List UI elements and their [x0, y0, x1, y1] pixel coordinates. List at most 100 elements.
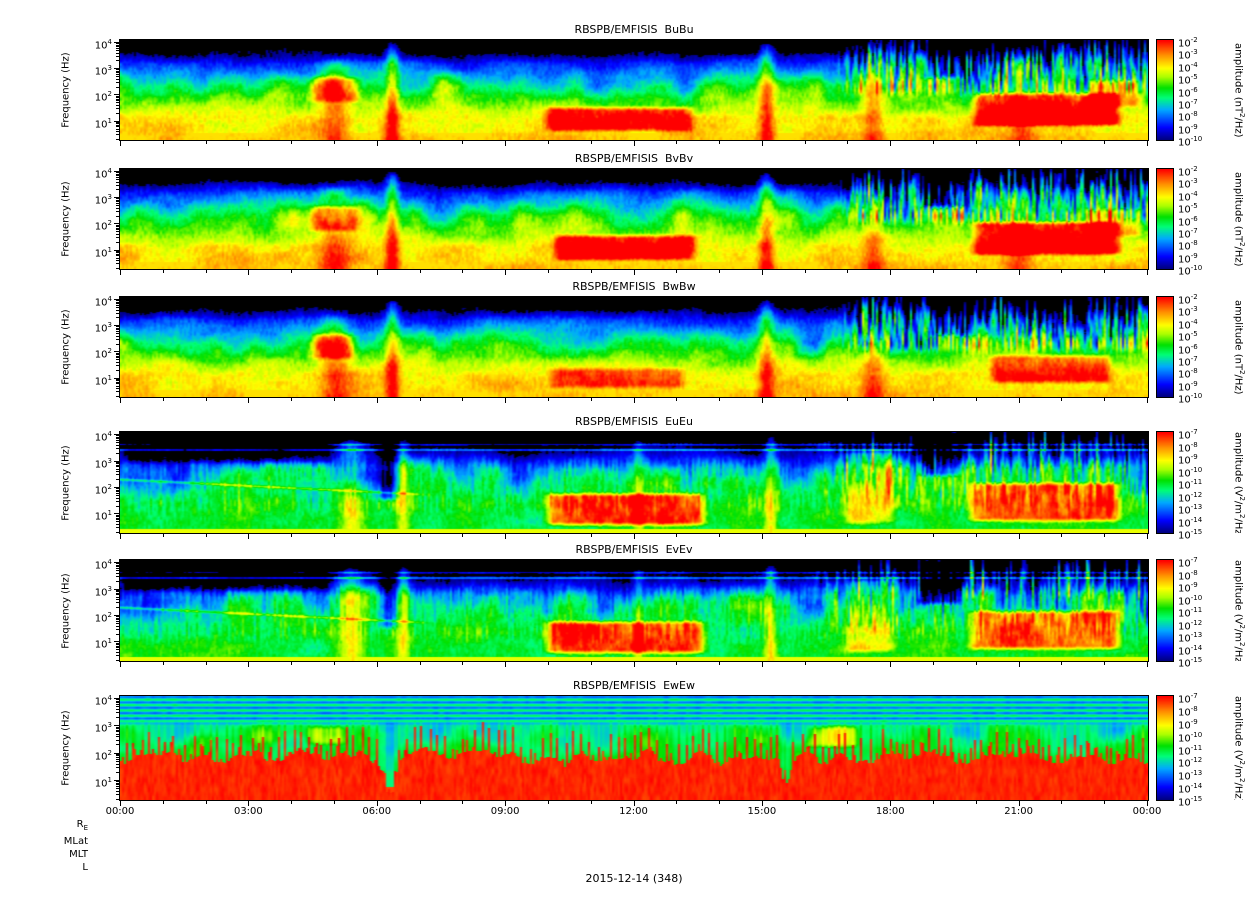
y-minor-tick [116, 49, 119, 51]
y-minor-tick [116, 647, 119, 649]
y-minor-tick [116, 798, 119, 800]
x-minor-tick [1061, 801, 1063, 804]
y-minor-tick [116, 570, 119, 572]
y-minor-tick [116, 704, 119, 706]
y-minor-tick [116, 699, 119, 701]
colorbar-tick-label: 10-4 [1178, 60, 1198, 75]
x-minor-tick [333, 398, 335, 401]
colorbar-tick-label: 10-7 [1178, 556, 1198, 570]
y-major-tick [114, 197, 119, 199]
y-minor-tick [116, 233, 119, 235]
x-minor-tick [205, 270, 207, 273]
y-minor-tick [116, 357, 119, 359]
colorbar-tick-label: 10-11 [1178, 478, 1203, 492]
y-minor-tick [116, 123, 119, 125]
colorbar-tick-label: 10-7 [1178, 97, 1198, 112]
y-minor-tick [116, 564, 119, 566]
x-minor-tick [590, 141, 592, 144]
x-major-tick [890, 270, 892, 275]
y-minor-tick [116, 566, 119, 568]
y-minor-tick [116, 758, 119, 760]
colorbar-tick-label: 10-3 [1178, 48, 1198, 62]
y-minor-tick [116, 257, 119, 259]
colorbar-tick-label: 10-8 [1178, 704, 1198, 719]
y-major-tick [114, 752, 119, 754]
colorbar [1156, 695, 1174, 801]
y-minor-tick [116, 126, 119, 128]
x-minor-tick [462, 801, 464, 804]
colorbar-tick-label: 10-15 [1178, 656, 1203, 670]
y-tick-label: 103 [94, 584, 112, 598]
colorbar-tick-label: 10-6 [1178, 342, 1198, 356]
spectrogram-canvas [120, 560, 1148, 661]
panel-title: RBSPB/EMFISIS BvBv [574, 152, 694, 165]
y-minor-tick [116, 790, 119, 792]
y-minor-tick [116, 199, 119, 201]
colorbar-tick-label: 10-8 [1178, 367, 1198, 381]
colorbar-tick-label: 10-10 [1178, 593, 1203, 607]
y-minor-tick [116, 744, 119, 746]
x-minor-tick [462, 398, 464, 401]
x-minor-tick [933, 534, 935, 537]
y-minor-tick [116, 355, 119, 357]
x-minor-tick [1104, 801, 1106, 804]
spectrogram-canvas [120, 696, 1148, 800]
y-minor-tick [116, 489, 119, 491]
x-minor-tick [419, 141, 421, 144]
date-label: 2015-12-14 (348) [585, 872, 683, 885]
x-minor-tick [590, 801, 592, 804]
x-minor-tick [205, 534, 207, 537]
y-minor-tick [116, 439, 119, 441]
x-tick-label: 00:00 [105, 806, 135, 817]
x-minor-tick [419, 534, 421, 537]
y-minor-tick [116, 52, 119, 54]
x-major-tick [248, 534, 250, 539]
spectrogram-plot [119, 168, 1149, 270]
x-major-tick [1147, 270, 1148, 275]
y-minor-tick [116, 250, 119, 252]
x-minor-tick [419, 270, 421, 273]
x-minor-tick [419, 662, 421, 665]
y-tick-label: 102 [94, 483, 112, 497]
y-minor-tick [116, 788, 119, 790]
y-minor-tick [116, 706, 119, 708]
y-minor-tick [116, 435, 119, 437]
colorbar-tick-label: 10-14 [1178, 782, 1203, 796]
spectrogram-canvas [120, 297, 1148, 397]
y-minor-tick [116, 517, 119, 519]
x-minor-tick [547, 270, 549, 273]
y-minor-tick [116, 306, 119, 308]
y-minor-tick [116, 755, 119, 757]
y-minor-tick [116, 655, 119, 657]
y-major-tick [114, 779, 119, 781]
y-minor-tick [116, 203, 119, 205]
x-minor-tick [933, 801, 935, 804]
orbit-label-mlt: MLT [69, 849, 88, 860]
x-major-tick [248, 270, 250, 275]
x-minor-tick [205, 662, 207, 665]
y-axis-label: Frequency (Hz) [60, 309, 72, 385]
y-tick-label: 102 [94, 90, 112, 104]
y-minor-tick [116, 444, 119, 446]
x-major-tick [120, 398, 121, 403]
y-axis-label: Frequency (Hz) [60, 710, 72, 786]
y-major-tick [114, 698, 119, 700]
y-minor-tick [116, 253, 119, 255]
colorbar-title: amplitude (nT2/Hz) [1232, 42, 1246, 138]
x-major-tick [248, 662, 250, 667]
x-tick-label: 06:00 [362, 806, 392, 817]
y-major-tick [114, 120, 119, 122]
x-minor-tick [291, 270, 293, 273]
colorbar-tick-label: 10-11 [1178, 743, 1203, 757]
orbit-label-mlat: MLat [63, 836, 88, 847]
x-major-tick [248, 141, 250, 146]
y-minor-tick [116, 479, 119, 481]
panel-title: RBSPB/EMFISIS EwEw [573, 679, 695, 692]
x-minor-tick [1061, 270, 1063, 273]
orbit-label-l: L [82, 862, 88, 873]
x-minor-tick [291, 534, 293, 537]
y-minor-tick [116, 739, 119, 741]
colorbar-tick-label: 10-9 [1178, 717, 1198, 732]
colorbar-tick-label: 10-7 [1178, 692, 1198, 706]
x-minor-tick [676, 141, 678, 144]
